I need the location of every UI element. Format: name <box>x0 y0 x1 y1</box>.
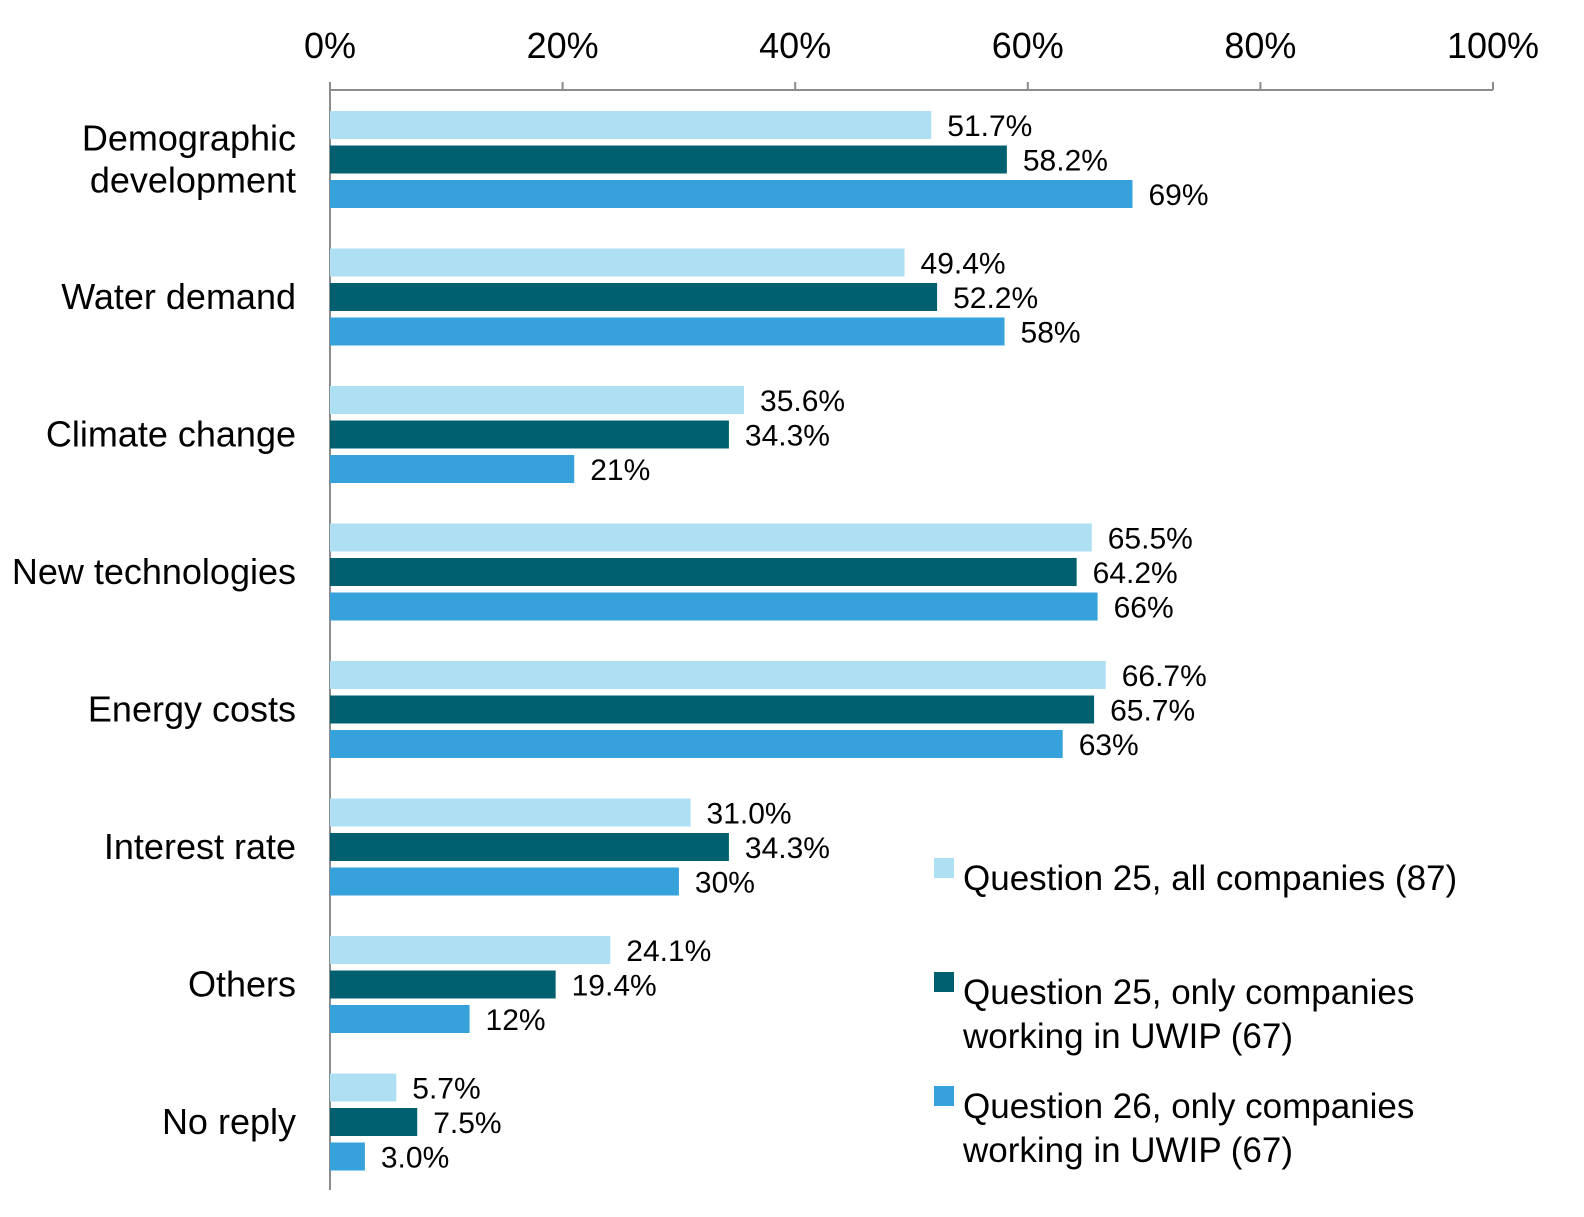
legend-label: working in UWIP (67) <box>962 1017 1293 1056</box>
x-tick-label: 20% <box>527 25 599 66</box>
bar <box>330 1142 365 1171</box>
bar-value-label: 31.0% <box>707 798 792 831</box>
bar <box>330 386 745 414</box>
category-label: Others <box>188 964 296 1005</box>
bar-value-label: 66.7% <box>1122 660 1207 693</box>
bar-value-label: 35.6% <box>760 385 845 418</box>
bar <box>330 420 729 449</box>
legend-swatch <box>934 858 954 878</box>
bar-value-label: 34.3% <box>745 420 830 453</box>
bar-value-label: 66% <box>1114 592 1174 625</box>
bar <box>330 798 691 827</box>
bar <box>330 730 1063 758</box>
category-label: Energy costs <box>88 689 296 730</box>
x-tick-label: 60% <box>992 25 1064 66</box>
bar-value-label: 24.1% <box>626 935 711 968</box>
bar-value-label: 65.7% <box>1110 695 1195 728</box>
bar <box>330 695 1095 724</box>
category-label: No reply <box>162 1101 296 1142</box>
bar <box>330 970 556 999</box>
legend-label: Question 26, only companies <box>963 1087 1414 1126</box>
x-tick-label: 0% <box>304 25 356 66</box>
category-label: Climate change <box>46 414 296 455</box>
bar <box>330 1005 470 1033</box>
bar-value-label: 64.2% <box>1093 557 1178 590</box>
category-label: Interest rate <box>104 826 296 867</box>
x-axis: 0% 20% 40% 60% 80% 100% <box>304 25 1539 1190</box>
legend-label: Question 25, all companies (87) <box>963 859 1457 898</box>
bar <box>330 248 905 277</box>
x-tick-label: 80% <box>1224 25 1296 66</box>
bar <box>330 283 938 311</box>
bars: 51.7%58.2%69%49.4%52.2%58%35.6%34.3%21%6… <box>330 110 1209 1175</box>
bar-value-label: 7.5% <box>433 1107 501 1140</box>
bar <box>330 455 575 483</box>
bar <box>330 833 729 861</box>
bar-value-label: 3.0% <box>381 1142 449 1175</box>
legend-label: working in UWIP (67) <box>962 1131 1293 1170</box>
bar <box>330 145 1007 174</box>
bar <box>330 1073 397 1102</box>
category-label: Water demand <box>61 276 296 317</box>
bar <box>330 592 1098 621</box>
legend-swatch <box>934 1086 954 1106</box>
bar <box>330 180 1133 208</box>
bar <box>330 936 611 964</box>
bar-value-label: 69% <box>1148 179 1208 212</box>
bar <box>330 867 679 896</box>
bar-value-label: 34.3% <box>745 832 830 865</box>
bar-value-label: 65.5% <box>1108 523 1193 556</box>
bar <box>330 661 1106 689</box>
bar-value-label: 30% <box>695 867 755 900</box>
bar <box>330 1108 418 1136</box>
category-label: development <box>90 160 296 201</box>
x-tick-label: 40% <box>759 25 831 66</box>
bar-value-label: 49.4% <box>921 248 1006 281</box>
bar-value-label: 12% <box>486 1004 546 1037</box>
category-label: Demographic <box>82 118 296 159</box>
legend-label: Question 25, only companies <box>963 973 1414 1012</box>
bar <box>330 558 1077 586</box>
bar <box>330 523 1092 552</box>
bar-value-label: 58% <box>1021 317 1081 350</box>
legend-swatch <box>934 972 954 992</box>
category-label: New technologies <box>12 551 296 592</box>
bar-value-label: 51.7% <box>947 110 1032 143</box>
bar-value-label: 19.4% <box>572 970 657 1003</box>
bar <box>330 317 1005 346</box>
bar-value-label: 63% <box>1079 729 1139 762</box>
x-tick-label: 100% <box>1447 25 1539 66</box>
bar-value-label: 21% <box>590 454 650 487</box>
bar-value-label: 52.2% <box>953 282 1038 315</box>
bar-value-label: 58.2% <box>1023 145 1108 178</box>
bar <box>330 111 932 139</box>
bar-value-label: 5.7% <box>412 1073 480 1106</box>
legend: Question 25, all companies (87) Question … <box>934 858 1457 1170</box>
